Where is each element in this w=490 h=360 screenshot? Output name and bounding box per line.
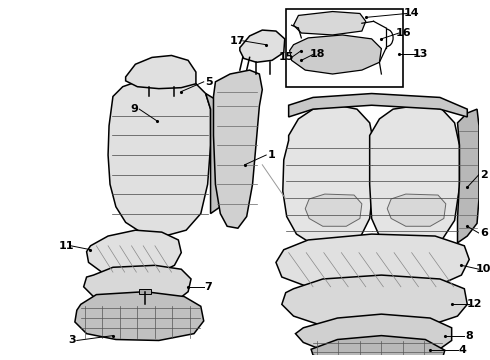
Polygon shape — [294, 12, 366, 35]
Text: 8: 8 — [466, 330, 473, 341]
Polygon shape — [125, 55, 196, 89]
Polygon shape — [87, 230, 181, 277]
Polygon shape — [108, 78, 211, 236]
Text: 17: 17 — [230, 36, 245, 46]
Text: 3: 3 — [68, 336, 76, 346]
Polygon shape — [283, 105, 373, 248]
Text: 9: 9 — [130, 104, 138, 114]
Polygon shape — [295, 314, 452, 355]
Polygon shape — [458, 109, 479, 243]
FancyBboxPatch shape — [286, 9, 403, 87]
Polygon shape — [387, 194, 446, 226]
Text: 11: 11 — [58, 241, 74, 251]
Polygon shape — [311, 336, 445, 360]
Text: 14: 14 — [404, 9, 419, 18]
Text: 10: 10 — [476, 264, 490, 274]
Polygon shape — [206, 94, 227, 213]
Polygon shape — [276, 234, 469, 292]
Text: 4: 4 — [459, 345, 466, 355]
Text: 18: 18 — [310, 49, 326, 59]
Text: 2: 2 — [480, 170, 488, 180]
Polygon shape — [369, 105, 460, 250]
Polygon shape — [240, 30, 285, 62]
Text: 5: 5 — [205, 77, 213, 87]
Text: 12: 12 — [466, 300, 482, 309]
Polygon shape — [139, 289, 151, 294]
Polygon shape — [282, 275, 467, 329]
Polygon shape — [290, 35, 381, 74]
Polygon shape — [75, 292, 204, 341]
Polygon shape — [289, 94, 467, 117]
Polygon shape — [84, 265, 191, 306]
Polygon shape — [305, 194, 362, 226]
Text: 7: 7 — [205, 282, 213, 292]
Text: 16: 16 — [396, 28, 412, 38]
Polygon shape — [214, 70, 262, 228]
Text: 15: 15 — [279, 53, 294, 62]
Text: 6: 6 — [480, 228, 488, 238]
Text: 1: 1 — [267, 150, 275, 160]
Text: 13: 13 — [413, 49, 428, 59]
